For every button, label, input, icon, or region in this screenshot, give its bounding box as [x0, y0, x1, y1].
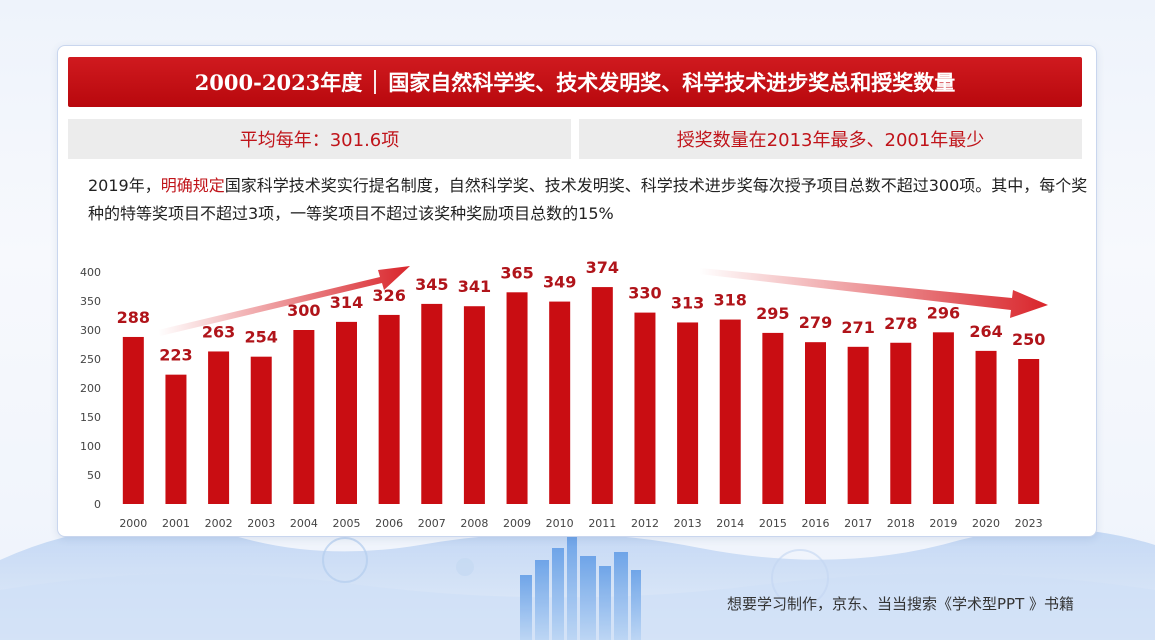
bar-2001	[165, 374, 187, 504]
value-label-2003: 254	[245, 328, 278, 347]
x-tick-label-2008: 2008	[460, 517, 488, 530]
bar-2014	[719, 319, 741, 504]
x-tick-label-2005: 2005	[333, 517, 361, 530]
bar-2017	[847, 346, 869, 504]
bars	[122, 287, 1040, 504]
x-tick-label-2014: 2014	[716, 517, 744, 530]
x-axis: 2000 2001 2002 2003 2004 2005 2006 2007 2008 2009…	[119, 517, 1042, 530]
description-highlight: 明确规定	[160, 176, 225, 195]
x-tick-label-2019: 2019	[929, 517, 957, 530]
description-paragraph: 2019年，明确规定国家科学技术奖实行提名制度，自然科学奖、技术发明奖、科学技术…	[88, 172, 1088, 228]
extremes-stat-text: 授奖数量在2013年最多、2001年最少	[676, 130, 985, 151]
x-tick-label-2001: 2001	[162, 517, 190, 530]
bar-2011	[591, 287, 613, 504]
bar-2004	[293, 330, 315, 504]
x-tick-label-2010: 2010	[546, 517, 574, 530]
bar-2003	[250, 356, 272, 504]
trend-arrows	[158, 266, 1048, 336]
x-tick-label-2018: 2018	[887, 517, 915, 530]
falling-trend-arrow	[699, 268, 1048, 318]
bar-2016	[805, 342, 826, 504]
bar-2009	[506, 292, 528, 504]
x-tick-label-2023: 2023	[1015, 517, 1043, 530]
value-label-2017: 271	[841, 318, 874, 337]
y-tick-label: 150	[80, 411, 101, 424]
x-tick-label-2011: 2011	[588, 517, 616, 530]
value-label-2009: 365	[500, 263, 533, 282]
bar-2013	[677, 322, 699, 504]
value-label-2018: 278	[884, 314, 917, 333]
value-label-2016: 279	[799, 313, 832, 332]
bar-2023	[1018, 359, 1040, 504]
bar-2008	[463, 306, 485, 504]
value-label-2005: 314	[330, 293, 363, 312]
x-tick-label-2016: 2016	[802, 517, 830, 530]
y-tick-label: 350	[80, 295, 101, 308]
y-axis: 0 50 100 150 200 250 300 350 400	[80, 266, 101, 511]
title-divider	[374, 70, 377, 94]
value-label-2008: 341	[458, 277, 491, 296]
bar-2015	[762, 332, 784, 504]
value-label-2011: 374	[586, 258, 619, 277]
bar-2006	[378, 314, 400, 504]
value-label-2015: 295	[756, 304, 789, 323]
x-tick-label-2007: 2007	[418, 517, 446, 530]
bar-2019	[932, 332, 954, 504]
value-label-2023: 250	[1012, 330, 1045, 349]
y-tick-label: 100	[80, 440, 101, 453]
value-label-2000: 288	[117, 308, 150, 327]
x-tick-label-2012: 2012	[631, 517, 659, 530]
bar-2010	[549, 301, 571, 504]
x-tick-label-2013: 2013	[674, 517, 702, 530]
y-tick-label: 400	[80, 266, 101, 279]
average-stat-box: 平均每年：301.6项	[68, 119, 571, 159]
value-label-2012: 330	[628, 284, 661, 303]
x-tick-label-2004: 2004	[290, 517, 318, 530]
bar-2000	[122, 336, 144, 504]
value-label-2019: 296	[927, 303, 960, 322]
value-label-2007: 345	[415, 275, 448, 294]
x-tick-label-2000: 2000	[119, 517, 147, 530]
rising-trend-arrow	[158, 266, 410, 336]
value-label-2006: 326	[372, 286, 405, 305]
average-stat-text: 平均每年：301.6项	[239, 130, 400, 151]
y-tick-label: 0	[94, 498, 101, 511]
bar-2018	[890, 342, 912, 504]
x-tick-label-2015: 2015	[759, 517, 787, 530]
bar-2007	[421, 303, 443, 504]
bar-2005	[336, 321, 357, 504]
value-label-2013: 313	[671, 293, 704, 312]
x-tick-label-2003: 2003	[247, 517, 275, 530]
footer-note: 想要学习制作，京东、当当搜索《学术型PPT 》书籍	[727, 595, 1075, 613]
bar-2020	[975, 350, 997, 504]
title-bar: 2000-2023年度 国家自然科学奖、技术发明奖、科学技术进步奖总和授奖数量	[68, 57, 1082, 107]
value-label-2014: 318	[714, 291, 747, 310]
y-tick-label: 50	[87, 469, 101, 482]
title-text: 国家自然科学奖、技术发明奖、科学技术进步奖总和授奖数量	[388, 70, 956, 95]
value-label-2010: 349	[543, 273, 576, 292]
extremes-stat-box: 授奖数量在2013年最多、2001年最少	[579, 119, 1082, 159]
x-tick-label-2006: 2006	[375, 517, 403, 530]
y-tick-label: 250	[80, 353, 101, 366]
value-label-2020: 264	[969, 322, 1002, 341]
description-body: 国家科学技术奖实行提名制度，自然科学奖、技术发明奖、科学技术进步奖每次授予项目总…	[88, 176, 1088, 223]
title-years: 2000-2023年度	[194, 70, 363, 95]
bar-2002	[208, 351, 230, 504]
value-label-2004: 300	[287, 301, 320, 320]
x-tick-label-2020: 2020	[972, 517, 1000, 530]
value-label-2001: 223	[159, 346, 192, 365]
description-prefix: 2019年，	[88, 176, 161, 195]
x-tick-label-2009: 2009	[503, 517, 531, 530]
x-tick-label-2017: 2017	[844, 517, 872, 530]
value-label-2002: 263	[202, 322, 235, 341]
bar-2012	[634, 312, 656, 504]
value-labels: 288 223 263 254 300 314 326 345 341 365 349 374 330 3…	[117, 258, 1046, 365]
y-tick-label: 300	[80, 324, 101, 337]
x-tick-label-2002: 2002	[205, 517, 233, 530]
y-tick-label: 200	[80, 382, 101, 395]
